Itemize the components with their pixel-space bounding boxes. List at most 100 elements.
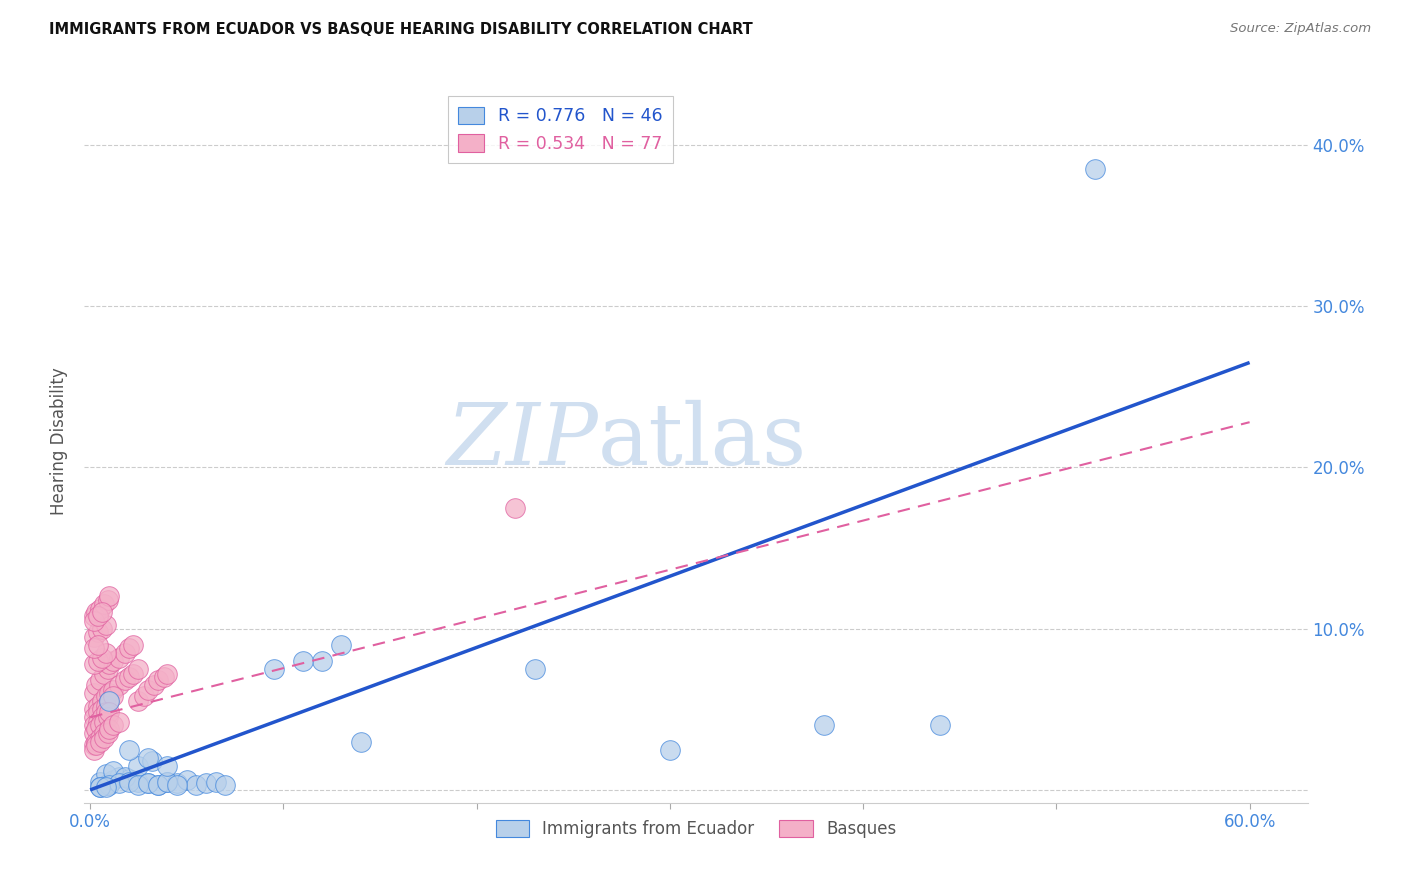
Point <box>127 778 149 792</box>
Point <box>87 715 110 730</box>
Point <box>156 666 179 681</box>
Point <box>87 638 110 652</box>
Point <box>87 624 110 639</box>
Point <box>136 776 159 790</box>
Point <box>204 774 226 789</box>
Point <box>127 758 149 772</box>
Point <box>83 640 105 655</box>
Point <box>94 706 117 720</box>
Point <box>156 774 179 789</box>
Point <box>90 694 112 708</box>
Point <box>94 646 117 660</box>
Text: IMMIGRANTS FROM ECUADOR VS BASQUE HEARING DISABILITY CORRELATION CHART: IMMIGRANTS FROM ECUADOR VS BASQUE HEARIN… <box>49 22 754 37</box>
Point <box>94 766 117 780</box>
Point <box>83 710 105 724</box>
Point <box>89 734 111 748</box>
Point <box>103 682 125 697</box>
Point <box>83 726 105 740</box>
Point <box>84 738 107 752</box>
Point <box>114 770 136 784</box>
Point <box>152 670 174 684</box>
Point <box>98 686 121 700</box>
Point <box>93 666 115 681</box>
Point <box>84 678 107 692</box>
Point <box>84 734 107 748</box>
Point <box>103 764 125 778</box>
Point <box>94 780 117 794</box>
Point <box>813 718 835 732</box>
Point <box>96 710 118 724</box>
Point <box>94 618 117 632</box>
Point <box>127 774 149 789</box>
Point <box>89 673 111 688</box>
Point <box>93 715 115 730</box>
Point <box>311 654 333 668</box>
Point <box>350 734 373 748</box>
Point <box>87 699 110 714</box>
Point <box>929 718 952 732</box>
Point <box>98 776 121 790</box>
Point <box>90 622 112 636</box>
Point <box>141 754 163 768</box>
Point <box>89 718 111 732</box>
Point <box>263 662 285 676</box>
Point <box>121 638 143 652</box>
Y-axis label: Hearing Disability: Hearing Disability <box>51 368 69 516</box>
Point <box>114 673 136 688</box>
Point <box>1084 161 1107 176</box>
Point <box>89 731 111 746</box>
Point <box>89 774 111 789</box>
Point <box>195 776 218 790</box>
Point <box>84 722 107 736</box>
Point <box>108 715 131 730</box>
Point <box>93 731 115 746</box>
Point <box>83 657 105 672</box>
Point <box>93 726 115 740</box>
Point <box>114 646 136 660</box>
Point <box>103 690 125 704</box>
Point <box>94 699 117 714</box>
Point <box>214 778 236 792</box>
Point <box>146 673 169 688</box>
Point <box>98 694 121 708</box>
Point <box>146 778 169 792</box>
Point <box>83 738 105 752</box>
Point <box>98 590 121 604</box>
Point <box>84 606 107 620</box>
Point <box>103 718 125 732</box>
Point <box>503 500 526 515</box>
Point <box>96 662 118 676</box>
Text: atlas: atlas <box>598 400 807 483</box>
Point <box>176 773 198 788</box>
Point <box>136 776 159 790</box>
Point <box>108 770 131 784</box>
Point <box>166 776 188 790</box>
Point <box>83 718 105 732</box>
Point <box>658 742 681 756</box>
Point <box>108 678 131 692</box>
Point <box>90 710 112 724</box>
Point <box>93 598 115 612</box>
Point <box>94 690 117 704</box>
Point <box>121 666 143 681</box>
Point <box>87 706 110 720</box>
Point <box>90 650 112 665</box>
Point <box>118 670 141 684</box>
Point <box>156 774 179 789</box>
Point <box>87 654 110 668</box>
Point <box>98 706 121 720</box>
Point <box>108 776 131 790</box>
Point <box>89 602 111 616</box>
Point <box>98 694 121 708</box>
Point <box>118 640 141 655</box>
Point <box>83 614 105 628</box>
Point <box>134 690 156 704</box>
Point <box>98 778 121 792</box>
Point <box>87 608 110 623</box>
Point <box>83 630 105 644</box>
Point <box>523 662 546 676</box>
Point <box>142 678 165 692</box>
Point <box>146 778 169 792</box>
Point <box>118 772 141 786</box>
Point <box>136 750 159 764</box>
